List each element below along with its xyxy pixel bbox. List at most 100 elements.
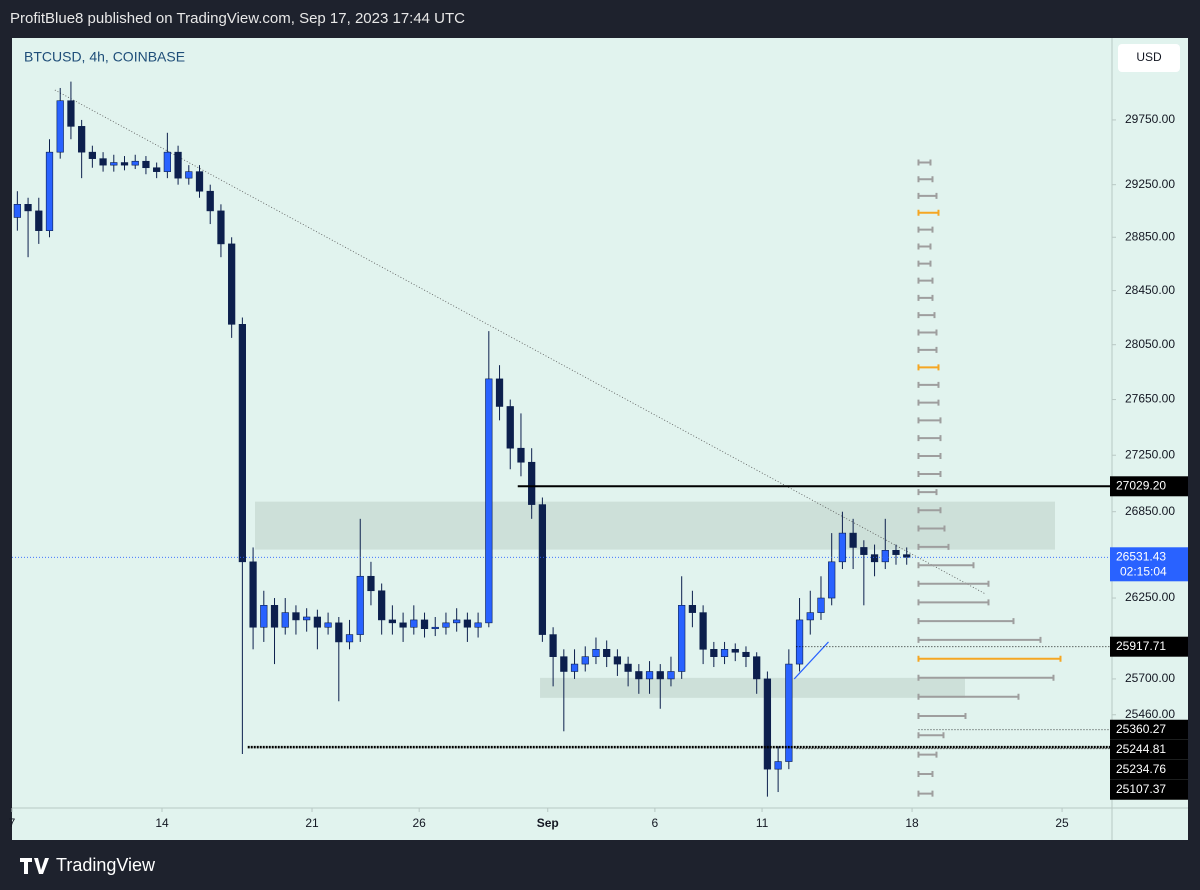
- candle-body: [185, 171, 193, 179]
- y-tick-label: 27650.00: [1125, 392, 1175, 406]
- candle-body: [506, 406, 514, 449]
- candle-body: [431, 626, 439, 630]
- candle-body: [131, 160, 139, 166]
- candle-body: [667, 671, 675, 680]
- price-label: 27029.20: [1116, 478, 1166, 492]
- candle-body: [849, 532, 857, 548]
- candle-body: [881, 550, 889, 563]
- currency-label[interactable]: USD: [1136, 50, 1162, 64]
- candle-body: [174, 151, 182, 179]
- volume-profile-bar: [917, 294, 934, 301]
- candle-body: [153, 167, 161, 172]
- candle-body: [292, 612, 300, 621]
- brand: TradingView: [56, 855, 156, 875]
- price-label-box: [1110, 739, 1188, 760]
- volume-profile-bar: [917, 618, 1015, 625]
- candle-body: [313, 616, 321, 628]
- candle-body: [870, 554, 879, 563]
- volume-profile-bar: [917, 364, 940, 371]
- candle-body: [635, 671, 643, 680]
- candle-body: [67, 100, 75, 127]
- volume-profile-bar: [917, 543, 950, 550]
- zone: [255, 501, 1055, 550]
- volume-profile-bar: [917, 417, 942, 424]
- candle-body: [710, 649, 718, 657]
- x-tick-label: 21: [305, 816, 319, 830]
- volume-profile-bar: [917, 277, 934, 284]
- current-price-box: [1110, 547, 1188, 582]
- publish-info: ProfitBlue8 published on TradingView.com…: [10, 10, 465, 27]
- candle-body: [195, 171, 204, 192]
- volume-profile-bar: [917, 209, 940, 216]
- volume-profile-bar: [917, 471, 942, 478]
- volume-profile-bar: [917, 453, 942, 460]
- candle-body: [399, 622, 407, 628]
- candle-body: [485, 378, 493, 624]
- candle-body: [78, 126, 86, 153]
- volume-profile-bar: [917, 243, 932, 250]
- volume-profile-bar: [917, 525, 946, 532]
- candle-body: [249, 561, 257, 628]
- candle-body: [238, 324, 246, 563]
- candle-body: [817, 597, 825, 613]
- volume-profile-bar: [917, 562, 975, 569]
- volume-profile-bar: [917, 399, 940, 406]
- current-price-label: 26531.43: [1116, 549, 1166, 563]
- volume-profile-bar: [917, 381, 940, 388]
- x-tick-label: 6: [652, 816, 659, 830]
- candle-body: [217, 210, 225, 245]
- price-label: 25244.81: [1116, 742, 1166, 756]
- candle-body: [785, 663, 793, 762]
- currency-button[interactable]: [1118, 44, 1180, 72]
- candle-body: [838, 532, 847, 563]
- candle-body: [688, 605, 697, 613]
- candle-body: [678, 605, 686, 672]
- volume-profile-bar: [917, 346, 938, 353]
- candle-body: [613, 656, 622, 665]
- y-tick-label: 28850.00: [1125, 229, 1175, 243]
- candle-body: [378, 590, 386, 621]
- candle-body: [592, 649, 600, 657]
- candle-body: [88, 151, 96, 159]
- candle-body: [560, 656, 568, 672]
- candle-body: [270, 605, 279, 628]
- zone: [540, 677, 965, 698]
- candle-body: [367, 575, 375, 592]
- x-tick-label: 18: [905, 816, 919, 830]
- candle-body: [24, 204, 32, 212]
- volume-profile-bar: [917, 693, 1020, 700]
- logo-icon: [20, 858, 49, 874]
- chart-panel: [12, 38, 1188, 840]
- candle-body: [517, 447, 525, 463]
- volume-profile-bar: [917, 712, 967, 719]
- candle-body: [163, 151, 171, 172]
- y-tick-label: 25460.00: [1125, 707, 1175, 721]
- x-tick-label: 7: [9, 816, 16, 830]
- candle-body: [538, 504, 547, 635]
- volume-profile-bar: [917, 329, 938, 336]
- candle-body: [388, 619, 397, 624]
- candle-body: [763, 678, 772, 770]
- candle-body: [281, 612, 289, 628]
- volume-profile-bar: [917, 771, 934, 778]
- candle-body: [731, 649, 739, 653]
- volume-profile-bar: [917, 636, 1042, 643]
- candle-body: [56, 100, 64, 153]
- candle-body: [549, 634, 557, 657]
- volume-profile-bar: [917, 489, 938, 496]
- y-tick-label: 29250.00: [1125, 177, 1175, 191]
- candle-body: [410, 619, 418, 628]
- candle-body: [260, 605, 268, 628]
- candle-body: [656, 671, 664, 680]
- candle-body: [645, 671, 654, 680]
- candle-body: [774, 761, 782, 770]
- x-tick-label: 25: [1055, 816, 1069, 830]
- volume-profile-bar: [917, 790, 934, 797]
- y-tick-label: 26250.00: [1125, 590, 1175, 604]
- volume-profile-bar: [917, 435, 942, 442]
- candle-body: [110, 162, 118, 166]
- price-label: 25917.71: [1116, 639, 1166, 653]
- y-tick-label: 25700.00: [1125, 671, 1175, 685]
- candle-body: [345, 634, 354, 643]
